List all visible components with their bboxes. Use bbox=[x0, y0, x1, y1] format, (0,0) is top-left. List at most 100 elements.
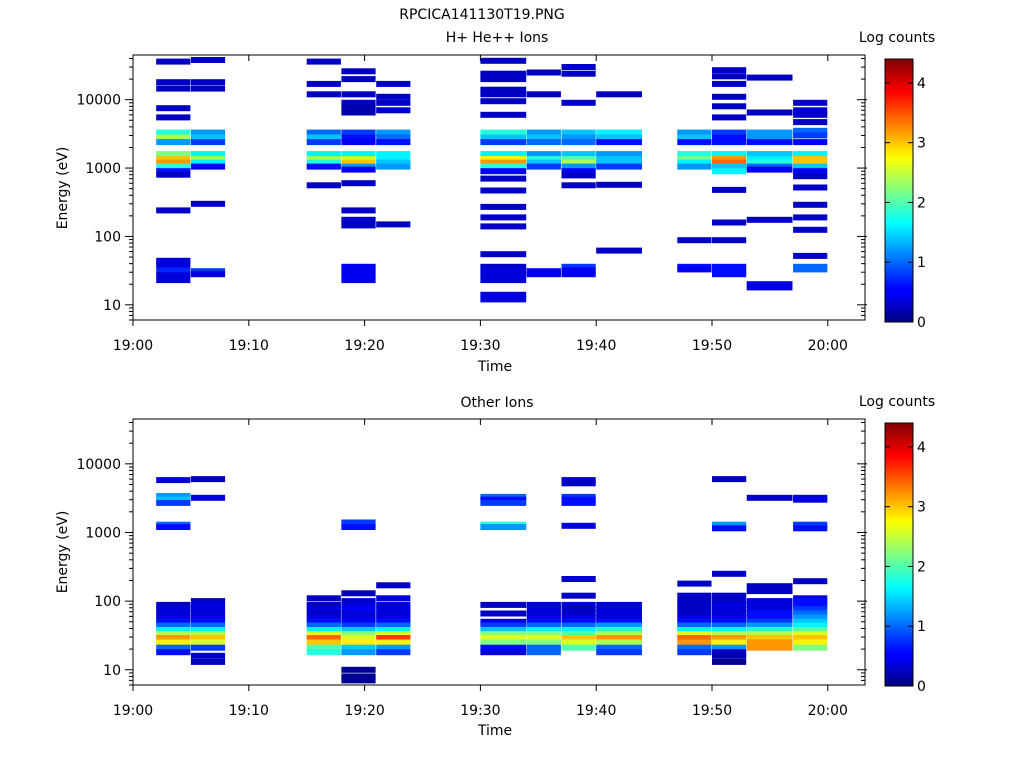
heatmap-cell bbox=[746, 74, 793, 81]
heatmap-cell bbox=[156, 257, 191, 264]
y-tick-label: 1000 bbox=[85, 161, 121, 177]
heatmap-cell bbox=[480, 263, 527, 270]
heatmap-cell bbox=[793, 184, 828, 191]
heatmap-cell bbox=[156, 601, 191, 608]
heatmap-cell bbox=[526, 151, 561, 158]
heatmap-cell bbox=[712, 67, 747, 74]
heatmap-cell bbox=[561, 499, 596, 506]
heatmap-cell bbox=[712, 263, 747, 270]
heatmap-cell bbox=[190, 644, 226, 651]
heatmap-cell bbox=[746, 281, 793, 288]
heatmap-cell bbox=[712, 114, 747, 121]
heatmap-cell bbox=[561, 168, 596, 175]
heatmap-cell bbox=[712, 521, 747, 528]
heatmap-cell bbox=[793, 639, 828, 646]
heatmap-cell bbox=[156, 163, 191, 170]
heatmap-cell bbox=[341, 639, 376, 646]
colorbar-label: Log counts bbox=[859, 394, 935, 410]
heatmap-cell bbox=[746, 583, 793, 590]
panel-title: H+ He++ Ions bbox=[446, 30, 549, 46]
x-tick-label: 19:50 bbox=[692, 338, 732, 354]
heatmap-cell bbox=[596, 644, 642, 651]
colorbar-ticks: 0 1 2 3 4 bbox=[885, 76, 926, 331]
heatmap-cell bbox=[156, 639, 191, 646]
x-tick-label: 19:40 bbox=[576, 338, 616, 354]
heatmap-cell bbox=[596, 639, 642, 646]
heatmap-cell bbox=[156, 171, 191, 178]
heatmap-cell bbox=[746, 606, 793, 613]
heatmap-cell bbox=[156, 262, 191, 269]
colorbar bbox=[884, 422, 914, 687]
heatmap-cell bbox=[746, 610, 793, 617]
heatmap-cell bbox=[712, 80, 747, 87]
heatmap-cell bbox=[156, 134, 191, 141]
heatmap-cell bbox=[793, 173, 828, 180]
heatmap-cell bbox=[746, 109, 793, 116]
heatmap-cell bbox=[561, 618, 596, 625]
heatmap-cell bbox=[561, 522, 596, 529]
heatmap-cell bbox=[677, 635, 712, 641]
heatmap-cell bbox=[793, 252, 828, 259]
heatmap-cell bbox=[376, 163, 411, 170]
heatmap-cell bbox=[480, 159, 527, 166]
heatmap-cell bbox=[561, 622, 596, 629]
heatmap-cell bbox=[746, 129, 793, 136]
heatmap-cell bbox=[156, 631, 191, 638]
heatmap-cell bbox=[480, 203, 527, 210]
heatmap-cell bbox=[306, 618, 341, 625]
heatmap-cell bbox=[156, 168, 191, 175]
heatmap-cell bbox=[677, 598, 712, 605]
heatmap-cell bbox=[190, 598, 226, 605]
y-axis-ticks: 10 100 1000 10000 bbox=[76, 57, 867, 321]
heatmap-cell bbox=[677, 151, 712, 158]
heatmap-cell bbox=[376, 99, 411, 106]
colorbar bbox=[884, 58, 914, 323]
heatmap-cell bbox=[376, 134, 411, 141]
heatmap-cell bbox=[677, 610, 712, 617]
heatmap-cell bbox=[793, 151, 828, 158]
heatmap-cell bbox=[677, 606, 712, 613]
heatmap-cell bbox=[306, 649, 341, 656]
heatmap-cell bbox=[712, 219, 747, 226]
heatmap-cell bbox=[561, 134, 596, 141]
heatmap-cell bbox=[526, 614, 561, 621]
colorbar-label: Log counts bbox=[859, 30, 935, 46]
heatmap-cell bbox=[190, 57, 226, 63]
heatmap-cell bbox=[376, 151, 411, 158]
heatmap-cell bbox=[190, 614, 226, 621]
heatmap-cell bbox=[190, 476, 226, 483]
heatmap-cell bbox=[376, 221, 411, 228]
heatmap-cell bbox=[341, 272, 376, 279]
heatmap-cell bbox=[156, 114, 191, 121]
heatmap-cell bbox=[561, 496, 596, 503]
heatmap-cell bbox=[480, 156, 527, 163]
heatmap-cell bbox=[190, 610, 226, 617]
heatmap-cell bbox=[190, 159, 226, 166]
heatmap-cell bbox=[190, 606, 226, 613]
heatmap-cell bbox=[793, 635, 828, 641]
colorbar-tick-label: 0 bbox=[917, 679, 926, 695]
heatmap-cell bbox=[746, 644, 793, 651]
heatmap-cell bbox=[156, 496, 191, 503]
heatmap-cell bbox=[596, 247, 642, 254]
heatmap-cell bbox=[156, 477, 191, 484]
heatmap-cell bbox=[712, 139, 747, 146]
heatmap-cell bbox=[480, 627, 527, 633]
heatmap-cell bbox=[341, 222, 376, 229]
heatmap-cell bbox=[156, 267, 191, 274]
heatmap-cell bbox=[561, 151, 596, 158]
colorbar-tick-label: 1 bbox=[917, 619, 926, 635]
heatmap-cell bbox=[526, 156, 561, 163]
heatmap-cell bbox=[376, 601, 411, 608]
heatmap-cell bbox=[480, 644, 527, 651]
heatmap-cell bbox=[596, 610, 642, 617]
heatmap-cell bbox=[190, 639, 226, 646]
heatmap-cell bbox=[156, 524, 191, 530]
heatmap-cell bbox=[561, 639, 596, 646]
heatmap-cell bbox=[561, 635, 596, 641]
heatmap-cell bbox=[526, 639, 561, 646]
heatmap-cell bbox=[190, 627, 226, 633]
heatmap-cell bbox=[712, 610, 747, 617]
heatmap-cell bbox=[190, 163, 226, 170]
